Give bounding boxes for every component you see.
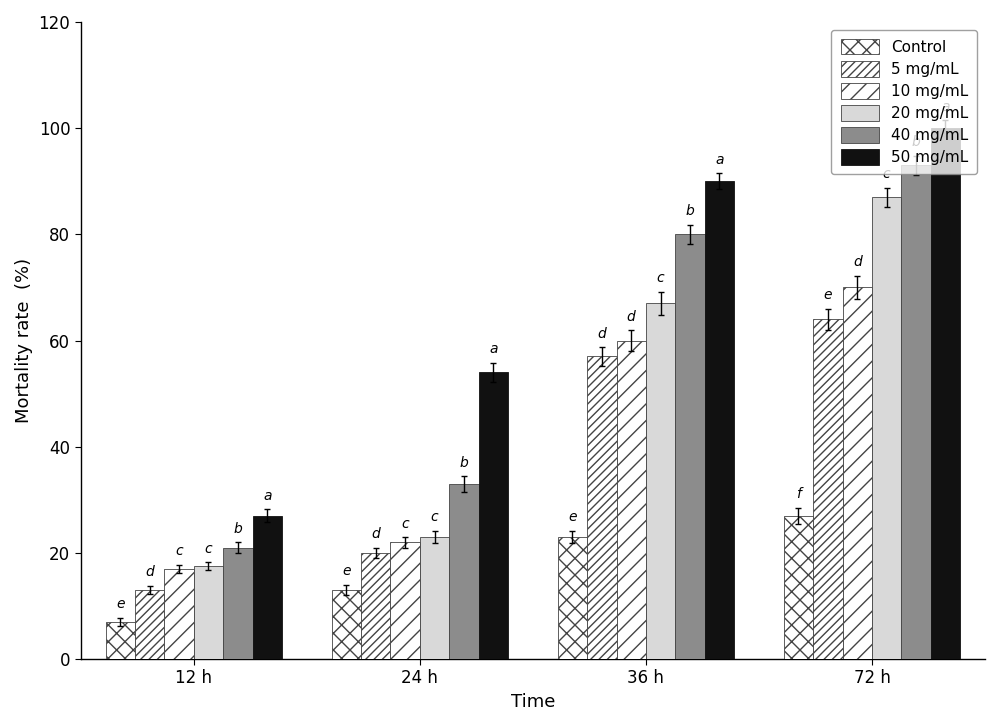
Bar	[164, 568, 194, 659]
Text: e: e	[116, 597, 125, 611]
Bar	[558, 537, 587, 659]
Text: a: a	[489, 343, 498, 356]
Bar	[646, 303, 675, 659]
Bar	[253, 515, 282, 659]
X-axis label: Time: Time	[511, 693, 555, 711]
Text: b: b	[686, 205, 694, 219]
Bar	[872, 197, 901, 659]
Text: d: d	[145, 566, 154, 579]
Text: a: a	[263, 489, 271, 503]
Bar	[106, 622, 135, 659]
Bar	[784, 515, 813, 659]
Text: e: e	[824, 288, 832, 302]
Text: c: c	[401, 517, 409, 531]
Text: c: c	[657, 272, 664, 285]
Legend: Control, 5 mg/mL, 10 mg/mL, 20 mg/mL, 40 mg/mL, 50 mg/mL: Control, 5 mg/mL, 10 mg/mL, 20 mg/mL, 40…	[831, 30, 977, 174]
Text: d: d	[371, 527, 380, 541]
Text: e: e	[342, 564, 351, 579]
Y-axis label: Mortality rate  (%): Mortality rate (%)	[15, 258, 33, 423]
Bar	[813, 319, 843, 659]
Text: d: d	[853, 256, 862, 269]
Text: a: a	[941, 100, 950, 114]
Bar	[931, 129, 960, 659]
Bar	[361, 553, 390, 659]
Bar	[223, 547, 253, 659]
Text: d: d	[597, 327, 606, 340]
Bar	[332, 590, 361, 659]
Bar	[705, 182, 734, 659]
Bar	[675, 234, 705, 659]
Bar	[479, 372, 508, 659]
Bar	[194, 566, 223, 659]
Text: e: e	[568, 510, 577, 524]
Text: b: b	[233, 522, 242, 536]
Text: f: f	[796, 487, 801, 502]
Text: c: c	[431, 510, 438, 524]
Text: d: d	[627, 309, 636, 324]
Bar	[587, 356, 617, 659]
Bar	[449, 484, 479, 659]
Text: c: c	[883, 167, 890, 182]
Bar	[390, 542, 420, 659]
Bar	[843, 287, 872, 659]
Bar	[420, 537, 449, 659]
Bar	[617, 340, 646, 659]
Text: b: b	[460, 455, 468, 470]
Text: c: c	[205, 542, 212, 555]
Text: b: b	[912, 136, 920, 150]
Bar	[135, 590, 164, 659]
Text: c: c	[175, 544, 183, 558]
Bar	[901, 166, 931, 659]
Text: a: a	[715, 153, 724, 167]
